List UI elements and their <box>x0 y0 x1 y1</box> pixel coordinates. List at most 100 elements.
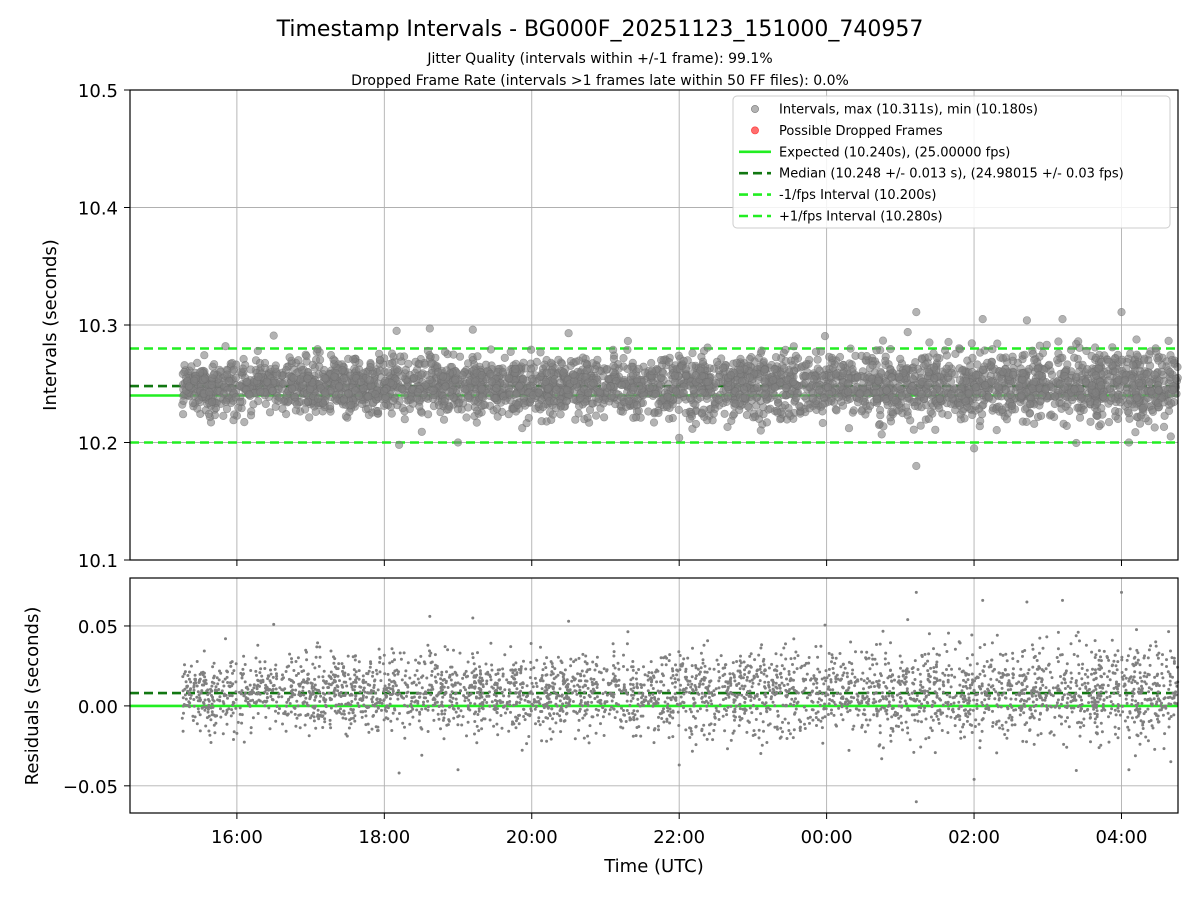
data-point <box>868 667 872 671</box>
data-point <box>760 390 769 399</box>
data-point <box>861 671 865 675</box>
data-point <box>1110 367 1120 376</box>
data-point <box>1148 663 1152 667</box>
data-point <box>998 367 1007 376</box>
data-point <box>374 668 378 672</box>
data-point <box>364 410 374 420</box>
data-point <box>235 381 244 390</box>
data-point <box>353 719 357 723</box>
data-point <box>700 691 704 695</box>
data-point <box>996 353 1005 362</box>
data-point <box>623 345 632 354</box>
data-point <box>267 706 271 710</box>
data-point <box>327 691 331 695</box>
data-point <box>745 675 749 679</box>
data-point <box>784 704 788 708</box>
data-point <box>691 371 700 380</box>
data-point <box>471 652 474 656</box>
data-point <box>1161 676 1165 680</box>
data-point <box>918 672 922 676</box>
data-point <box>674 405 683 415</box>
data-point <box>953 716 957 720</box>
data-point <box>612 695 615 699</box>
data-point <box>840 702 844 706</box>
data-point-outlier <box>969 444 979 453</box>
legend-label: Intervals, max (10.311s), min (10.180s) <box>779 103 1038 118</box>
data-point <box>305 413 314 422</box>
data-point <box>215 714 219 718</box>
data-point <box>900 660 904 664</box>
data-point <box>1107 715 1110 719</box>
data-point <box>843 387 853 396</box>
data-point <box>980 381 990 390</box>
data-point <box>712 357 722 366</box>
data-point <box>877 430 886 439</box>
data-point <box>287 664 291 668</box>
data-point <box>499 368 508 377</box>
data-point <box>610 699 614 703</box>
data-point <box>1114 713 1118 717</box>
data-point <box>882 681 886 684</box>
data-point <box>520 686 524 689</box>
data-point <box>432 718 436 722</box>
data-point <box>733 707 737 711</box>
data-point <box>378 670 382 674</box>
data-point <box>723 392 733 401</box>
data-point <box>538 723 542 727</box>
data-point <box>240 418 249 427</box>
intervals-y-axis-label: Intervals (seconds) <box>40 239 61 411</box>
data-point <box>745 355 754 364</box>
data-point <box>935 660 939 664</box>
data-point <box>847 748 851 752</box>
data-point <box>930 374 939 383</box>
data-point <box>947 631 950 635</box>
data-point <box>1066 696 1070 700</box>
data-point <box>406 704 410 708</box>
data-point <box>1056 660 1060 664</box>
data-point <box>1128 360 1137 369</box>
data-point <box>887 373 896 382</box>
data-point <box>310 714 314 718</box>
data-point <box>984 392 993 401</box>
data-point <box>664 414 674 423</box>
data-point <box>584 654 588 658</box>
data-point <box>1041 385 1050 394</box>
data-point <box>1153 747 1157 751</box>
data-point <box>828 688 832 692</box>
data-point <box>955 344 964 353</box>
data-point <box>1086 397 1095 406</box>
data-point <box>626 630 630 634</box>
data-point <box>371 390 380 399</box>
data-point <box>210 360 219 369</box>
data-point <box>814 645 818 648</box>
data-point <box>811 347 821 356</box>
data-point <box>526 694 530 698</box>
data-point <box>819 644 823 648</box>
data-point <box>889 641 892 645</box>
data-point <box>1162 747 1166 751</box>
data-point <box>993 339 1002 348</box>
data-point <box>1054 337 1063 346</box>
data-point <box>911 666 915 670</box>
data-point <box>1005 736 1009 740</box>
data-point <box>767 666 771 670</box>
data-point <box>542 706 546 710</box>
data-point <box>983 711 986 715</box>
data-point <box>451 376 460 385</box>
data-point <box>882 706 886 710</box>
data-point <box>923 380 932 390</box>
data-point <box>686 393 695 403</box>
data-point <box>1022 417 1031 427</box>
data-point <box>941 690 945 694</box>
data-point <box>1112 692 1116 695</box>
data-point <box>289 710 293 714</box>
data-point <box>781 357 790 366</box>
data-point <box>180 368 189 377</box>
data-point <box>908 382 917 391</box>
data-point <box>478 669 482 673</box>
data-point <box>515 687 519 691</box>
data-point <box>1056 354 1065 363</box>
data-point <box>832 713 836 717</box>
data-point <box>663 392 672 402</box>
data-point <box>1123 407 1132 416</box>
